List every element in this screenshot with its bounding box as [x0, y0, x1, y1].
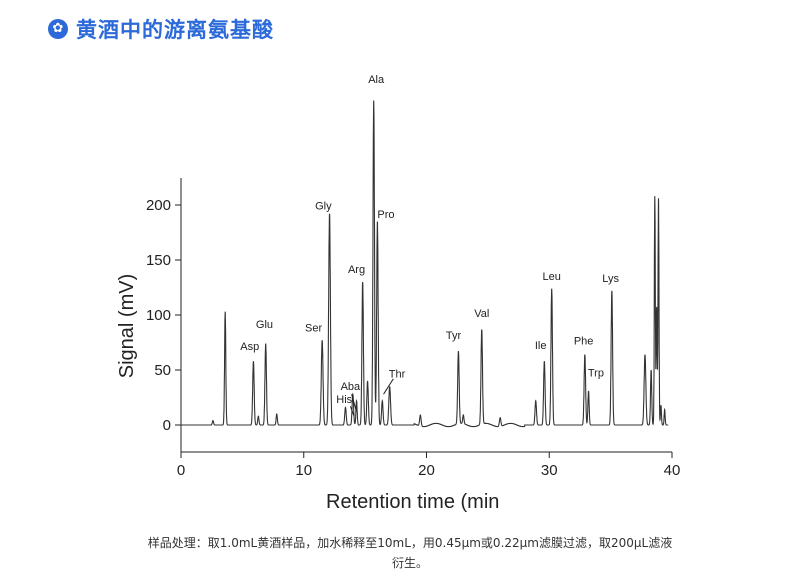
- thr-pointer: [383, 378, 394, 395]
- peak-label-ile: Ile: [535, 340, 547, 352]
- x-axis-title: Retention time (min: [326, 491, 499, 513]
- page-title: 黄酒中的游离氨基酸: [76, 18, 274, 42]
- y-tick-label: 150: [146, 252, 171, 269]
- y-tick-label: 100: [146, 307, 171, 324]
- peak-label-his: His: [336, 394, 352, 406]
- figure-caption: 样品处理：取1.0mL黄酒样品，加水稀释至10mL，用0.45μm或0.22μm…: [100, 533, 720, 573]
- aba-pointer: [351, 394, 358, 412]
- x-tick-label: 20: [418, 462, 435, 479]
- his-pointer: [349, 406, 355, 417]
- y-axis-title: Signal (mV): [116, 274, 138, 378]
- page-header: ✿ 黄酒中的游离氨基酸: [48, 14, 274, 44]
- peak-label-ala: Ala: [368, 74, 385, 86]
- peak-label-ser: Ser: [305, 323, 322, 335]
- peak-label-phe: Phe: [574, 336, 594, 348]
- x-tick-label: 30: [541, 462, 558, 479]
- x-tick-label: 40: [664, 462, 681, 479]
- caption-line-2: 衍生。: [391, 556, 428, 570]
- caption-line-1: 样品处理：取1.0mL黄酒样品，加水稀释至10mL，用0.45μm或0.22μm…: [147, 536, 673, 550]
- chart-ticks: 0 10 20 30 40 0 50 100 150 200: [146, 197, 680, 479]
- peak-label-lys: Lys: [602, 273, 619, 285]
- peak-label-asp: Asp: [240, 341, 259, 353]
- peak-label-pro: Pro: [377, 209, 394, 221]
- y-tick-label: 200: [146, 197, 171, 214]
- peak-label-arg: Arg: [348, 264, 365, 276]
- peak-label-tyr: Tyr: [446, 330, 462, 342]
- y-tick-label: 50: [154, 362, 171, 379]
- peak-label-thr: Thr: [389, 369, 406, 381]
- peak-label-trp: Trp: [588, 368, 604, 380]
- y-tick-label: 0: [163, 417, 171, 434]
- x-tick-label: 0: [177, 462, 185, 479]
- peak-label-val: Val: [474, 308, 489, 320]
- peak-label-leu: Leu: [543, 271, 561, 283]
- peak-label-aba: Aba: [341, 381, 361, 393]
- chromatogram-trace: [181, 100, 669, 428]
- peak-label-gly: Gly: [315, 200, 332, 212]
- star-icon: ✿: [48, 19, 68, 39]
- x-tick-label: 10: [295, 462, 312, 479]
- peak-label-glu: Glu: [256, 319, 273, 331]
